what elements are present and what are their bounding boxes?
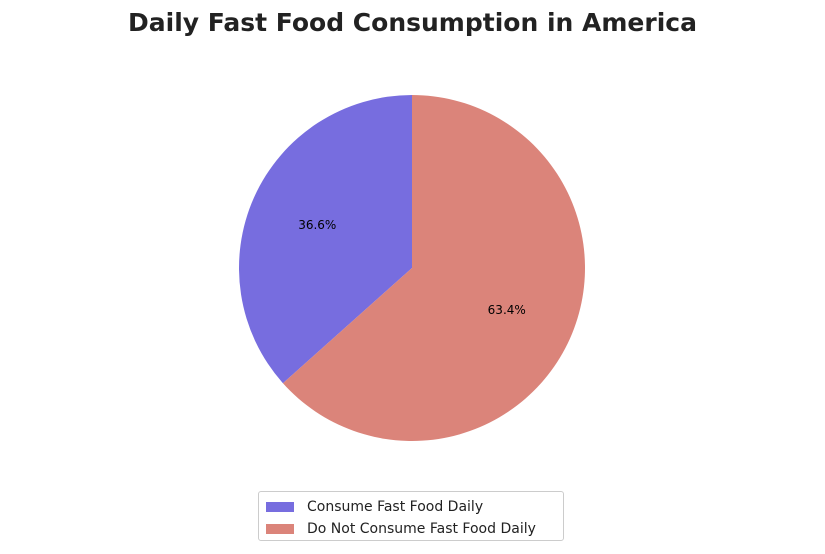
legend-swatch-consume	[266, 502, 294, 512]
pie-slices	[239, 95, 585, 442]
pie-slice-label-not-consume: 63.4%	[488, 303, 526, 317]
legend-item-consume: Consume Fast Food Daily	[266, 496, 563, 518]
pie-slice-label-consume: 36.6%	[298, 218, 336, 232]
pie-slice-labels: 36.6% 63.4%	[298, 218, 526, 317]
legend-label-not-consume: Do Not Consume Fast Food Daily	[307, 521, 536, 537]
pie-slice-consume	[239, 95, 412, 384]
legend-swatch-not-consume	[266, 524, 294, 534]
chart-title: Daily Fast Food Consumption in America	[128, 8, 697, 37]
legend: Consume Fast Food Daily Do Not Consume F…	[258, 491, 564, 541]
pie-slice-not-consume	[282, 95, 585, 442]
legend-item-not-consume: Do Not Consume Fast Food Daily	[266, 518, 563, 540]
legend-label-consume: Consume Fast Food Daily	[307, 499, 484, 515]
